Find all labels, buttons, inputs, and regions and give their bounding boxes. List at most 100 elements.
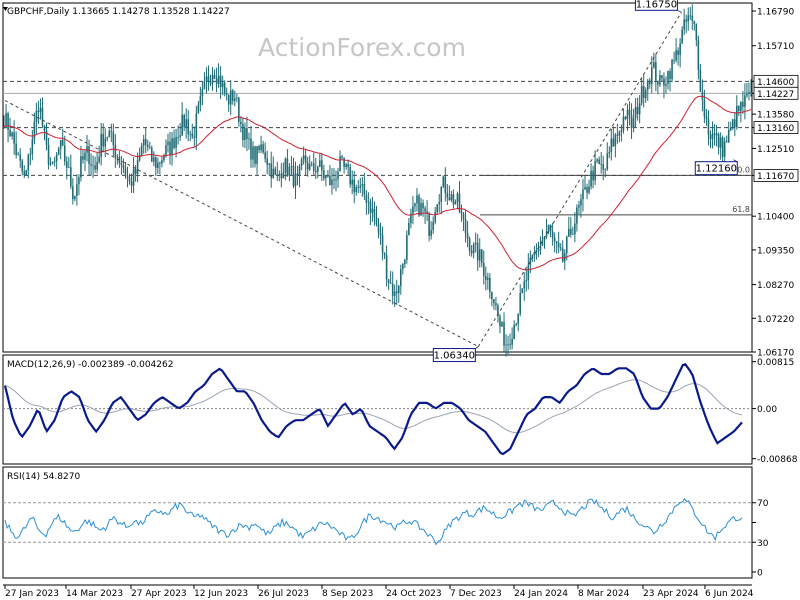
candle-body xyxy=(406,235,408,260)
candle-body xyxy=(551,231,554,238)
candle-body xyxy=(165,145,167,156)
candle-body xyxy=(632,118,635,129)
candle-body xyxy=(513,325,515,340)
candle-body xyxy=(355,187,358,193)
candle-body xyxy=(49,163,52,165)
candle-body xyxy=(284,158,287,173)
candle-body xyxy=(258,146,260,151)
candle-body xyxy=(746,93,748,96)
candle-body xyxy=(94,165,96,170)
candle-body xyxy=(319,160,321,167)
candle-body xyxy=(201,88,204,97)
y-tick-label: 1.09350 xyxy=(757,246,794,256)
candle-body xyxy=(452,194,455,205)
y-tick-label: 1.14600 xyxy=(757,78,794,88)
candle-body xyxy=(361,184,364,186)
candle-body xyxy=(181,114,183,136)
candle-body xyxy=(719,137,722,148)
y-tick-label: 1.08270 xyxy=(757,281,794,291)
candle-body xyxy=(418,195,420,216)
y-tick-box xyxy=(753,169,799,182)
candle-body xyxy=(454,202,457,205)
candle-body xyxy=(535,249,538,253)
candle-body xyxy=(622,116,625,131)
candle-body xyxy=(487,277,489,280)
candle-body xyxy=(715,133,718,136)
candle-body xyxy=(683,19,685,30)
candle-body xyxy=(616,134,619,136)
candle-body xyxy=(31,139,34,154)
candle-body xyxy=(185,119,188,128)
candle-body xyxy=(410,213,412,224)
candle-body xyxy=(697,40,700,71)
candle-body xyxy=(414,203,416,207)
y-tick-box xyxy=(753,86,799,100)
macd-signal-line xyxy=(4,379,743,434)
candle-body xyxy=(428,213,430,236)
candle-body xyxy=(244,128,246,141)
candle-body xyxy=(132,169,135,186)
candle-body xyxy=(395,291,398,294)
y-tick-label: 1.13160 xyxy=(757,124,794,134)
candle-body xyxy=(70,167,72,187)
candle-body xyxy=(671,60,673,80)
candle-body xyxy=(580,199,582,206)
candle-body xyxy=(541,240,544,246)
candle-body xyxy=(529,257,532,266)
candle-body xyxy=(373,208,376,218)
candle-body xyxy=(294,173,297,187)
candle-body xyxy=(381,235,384,253)
candle-body xyxy=(331,179,333,186)
candle-body xyxy=(23,171,26,176)
candle-body xyxy=(679,43,681,55)
candle-body xyxy=(644,89,647,99)
candle-body xyxy=(725,141,728,143)
candle-body xyxy=(742,101,744,107)
candle-body xyxy=(110,131,113,132)
moving-average-line xyxy=(3,95,752,271)
candle-body xyxy=(446,192,449,198)
candle-body xyxy=(215,78,218,84)
candle-body xyxy=(63,145,66,162)
candle-body xyxy=(183,114,185,128)
candle-body xyxy=(209,81,212,84)
candle-body xyxy=(282,172,285,179)
candle-body xyxy=(711,133,714,140)
candle-body xyxy=(175,136,177,148)
candle-body xyxy=(88,146,90,164)
candle-body xyxy=(155,157,157,168)
candle-body xyxy=(367,201,370,203)
callout-label: 1.16750 xyxy=(636,0,677,10)
candle-body xyxy=(434,212,436,222)
candle-body xyxy=(187,119,190,135)
candle-body xyxy=(312,163,315,171)
candle-body xyxy=(219,75,222,88)
watermark: ActionForex.com xyxy=(258,33,466,62)
candle-body xyxy=(703,99,706,117)
candle-body xyxy=(163,155,165,161)
candle-body xyxy=(171,138,173,155)
y-tick-label: 1.06170 xyxy=(757,349,794,359)
candle-body xyxy=(351,179,353,185)
candles xyxy=(3,4,752,357)
candle-body xyxy=(523,281,526,289)
candle-body xyxy=(225,93,228,96)
candle-body xyxy=(733,119,736,128)
candle-body xyxy=(80,156,82,178)
candle-body xyxy=(736,105,738,128)
candle-body xyxy=(90,163,92,166)
candle-body xyxy=(505,344,507,346)
candle-body xyxy=(503,322,505,346)
candle-body xyxy=(699,70,702,92)
candle-body xyxy=(161,160,163,164)
candle-body xyxy=(246,128,248,140)
candle-body xyxy=(608,151,611,154)
macd-panel-frame xyxy=(2,354,753,465)
candle-body xyxy=(574,223,576,235)
candle-body xyxy=(250,138,252,160)
candle-body xyxy=(561,248,564,262)
x-tick-label: 6 Jun 2024 xyxy=(705,589,754,599)
candle-body xyxy=(84,152,86,160)
candle-body xyxy=(448,197,451,201)
